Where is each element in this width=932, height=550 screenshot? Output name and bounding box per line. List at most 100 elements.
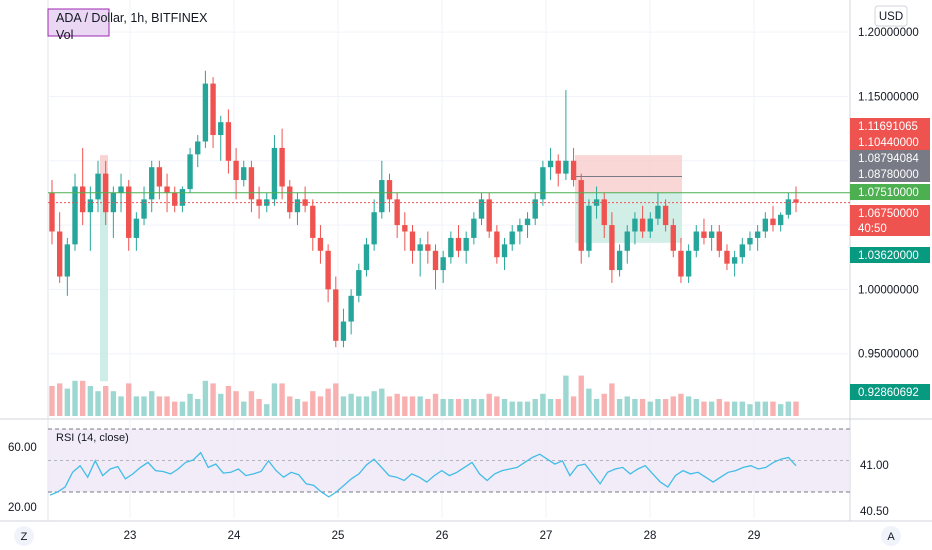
candle-body bbox=[386, 180, 393, 200]
volume-bar bbox=[103, 386, 109, 416]
volume-bar bbox=[586, 388, 592, 416]
x-tick-label: 26 bbox=[436, 530, 449, 542]
volume-bar bbox=[555, 399, 561, 416]
candle-body bbox=[356, 270, 362, 296]
volume-bar bbox=[256, 399, 262, 416]
candle-body bbox=[478, 199, 485, 219]
y-tick-label: 0.95000000 bbox=[858, 349, 919, 361]
volume-bar bbox=[570, 396, 577, 416]
y-tick-label: 1.00000000 bbox=[858, 284, 919, 296]
volume-bar bbox=[363, 396, 370, 416]
volume-bar bbox=[517, 401, 523, 416]
stop-zone[interactable] bbox=[575, 155, 682, 193]
candle-body bbox=[509, 231, 515, 245]
candle-body bbox=[793, 199, 799, 203]
volume-bar bbox=[164, 396, 170, 416]
price-tag-label: 1.11691065 bbox=[858, 121, 918, 133]
candle-body bbox=[647, 218, 653, 232]
rsi-left-tick-60: 60.00 bbox=[8, 442, 37, 454]
volume-bar bbox=[747, 404, 753, 416]
left-target-zone[interactable] bbox=[100, 192, 108, 382]
candle-body bbox=[310, 205, 316, 238]
zoom-left-button[interactable]: Z bbox=[14, 526, 34, 546]
candle-body bbox=[64, 244, 71, 277]
volume-bar bbox=[56, 383, 63, 416]
price-lines bbox=[48, 192, 850, 204]
volume-bar bbox=[632, 399, 638, 416]
price-tag-label: 1.07510000 bbox=[858, 187, 919, 199]
price-tag-label: 1.08780000 bbox=[858, 169, 919, 181]
volume-bar bbox=[156, 396, 163, 416]
zoom-left-label: Z bbox=[21, 531, 28, 543]
candle-body bbox=[747, 237, 753, 245]
x-tick-label: 23 bbox=[124, 530, 137, 542]
candle-body bbox=[670, 225, 676, 251]
volume-bar bbox=[417, 396, 423, 416]
candle-body bbox=[187, 154, 193, 190]
candle-body bbox=[586, 205, 592, 251]
volume-bar bbox=[79, 380, 86, 416]
candle-body bbox=[241, 167, 247, 181]
candle-body bbox=[578, 180, 584, 251]
candle-body bbox=[678, 250, 684, 277]
candle-body bbox=[325, 250, 331, 290]
volume-bar bbox=[333, 383, 339, 416]
candle-body bbox=[179, 189, 186, 206]
volume-bar bbox=[616, 399, 623, 416]
candle-body bbox=[118, 186, 124, 193]
candle-body bbox=[425, 244, 431, 251]
candle-body bbox=[724, 250, 730, 264]
candle-body bbox=[524, 218, 531, 226]
price-tag bbox=[850, 384, 930, 400]
rsi-line bbox=[49, 451, 797, 498]
candle-body bbox=[532, 199, 538, 219]
volume-bar bbox=[609, 383, 615, 416]
volume-bar bbox=[279, 383, 285, 416]
candle-body bbox=[432, 250, 439, 271]
candle-body bbox=[555, 160, 561, 174]
volume-bar bbox=[685, 396, 692, 416]
candle-body bbox=[448, 237, 454, 258]
currency-button[interactable]: USD bbox=[874, 5, 908, 27]
candle-body bbox=[639, 218, 646, 232]
candle-body bbox=[49, 192, 55, 232]
volume-bar bbox=[233, 391, 239, 416]
volume-bar bbox=[187, 393, 193, 416]
volume-bar bbox=[402, 396, 408, 416]
candle-body bbox=[777, 214, 784, 226]
candle-body bbox=[195, 141, 201, 155]
volume-bar bbox=[593, 399, 600, 416]
volume-bar bbox=[379, 388, 385, 416]
candle-body bbox=[455, 237, 462, 251]
volume-bar bbox=[624, 396, 630, 416]
candle-body bbox=[693, 231, 699, 251]
x-tick-label: 28 bbox=[644, 530, 657, 542]
volume-bar bbox=[662, 399, 669, 416]
candle-body bbox=[149, 167, 155, 200]
candle-body bbox=[601, 199, 607, 226]
candle-body bbox=[87, 199, 94, 213]
volume-bar bbox=[770, 401, 776, 416]
candle-body bbox=[417, 244, 423, 251]
axes: 232425262728291.200000001.150000001.1000… bbox=[124, 27, 930, 542]
volume-bar bbox=[264, 404, 270, 416]
volume-bar bbox=[218, 393, 224, 416]
volume-bar bbox=[739, 401, 745, 416]
volume-bar bbox=[95, 391, 101, 416]
volume-bar bbox=[118, 396, 124, 416]
auto-scale-button[interactable]: A bbox=[881, 526, 901, 546]
volume-bar bbox=[126, 383, 132, 416]
candle-body bbox=[471, 218, 477, 238]
price-tag-label: 1.10440000 bbox=[858, 137, 919, 149]
rsi-pane bbox=[48, 428, 850, 498]
candle-body bbox=[785, 199, 792, 215]
volume-bar bbox=[133, 396, 140, 416]
volume-bar bbox=[271, 383, 278, 416]
volume-bar bbox=[210, 383, 216, 416]
volume-bar bbox=[655, 399, 661, 416]
volume-bar bbox=[724, 401, 730, 416]
volume-bar bbox=[754, 401, 761, 416]
candle-body bbox=[440, 257, 446, 271]
